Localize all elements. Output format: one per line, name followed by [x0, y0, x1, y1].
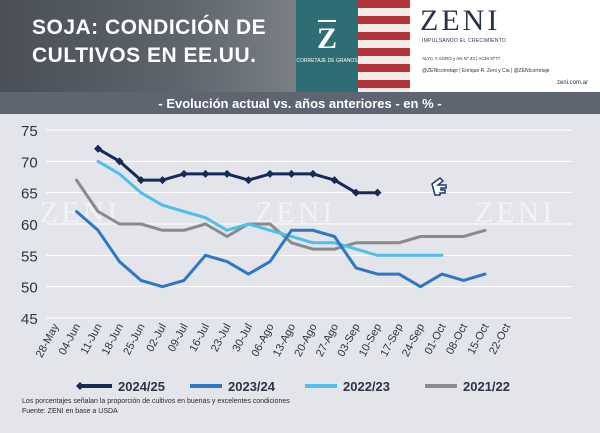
- legend-label: 2021/22: [463, 379, 510, 394]
- chart-title: - Evolución actual vs. años anteriores -…: [158, 96, 442, 111]
- hand-shape: [431, 177, 447, 196]
- y-tick-label: 70: [21, 154, 38, 171]
- brand-panel: ZENI IMPULSANDO EL CRECIMIENTO ALYC Y AG…: [410, 0, 600, 92]
- title-line-2: CULTIVOS EN EE.UU.: [32, 44, 257, 67]
- logo-subtitle: CORRETAJE DE GRANOS: [296, 58, 358, 64]
- brand-tagline: IMPULSANDO EL CRECIMIENTO: [422, 38, 507, 44]
- data-point-2024-25: [352, 188, 360, 197]
- data-point-2024-25: [201, 169, 210, 178]
- data-point-2024-25: [373, 188, 382, 197]
- pointing-hand-icon: [431, 177, 447, 196]
- y-tick-label: 65: [21, 186, 38, 203]
- data-point-2024-25: [287, 169, 296, 178]
- data-point-2024-25: [94, 144, 102, 153]
- footnote: Los porcentajes señalan la proporción de…: [22, 398, 290, 405]
- flag-image: [358, 0, 410, 92]
- y-tick-label: 75: [21, 123, 38, 140]
- y-tick-label: 50: [21, 280, 38, 297]
- series-line-2022-23: [96, 159, 444, 257]
- logo-bar: [318, 20, 336, 22]
- header: SOJA: CONDICIÓN DE CULTIVOS EN EE.UU. Z …: [0, 0, 600, 92]
- brand-registration: ALYC Y AGRO y AN Nº 33 | ACDI Nº77: [422, 56, 501, 61]
- title-block: SOJA: CONDICIÓN DE CULTIVOS EN EE.UU.: [0, 0, 296, 92]
- subtitle-bar: - Evolución actual vs. años anteriores -…: [0, 92, 600, 114]
- series-line-2023-24: [75, 210, 487, 289]
- plot-background: [0, 114, 600, 433]
- data-point-2024-25: [330, 176, 339, 185]
- y-tick-label: 55: [21, 248, 38, 265]
- series-line-2024-25: [96, 147, 379, 195]
- data-point-2024-25: [137, 176, 145, 185]
- data-point-2024-25: [309, 169, 317, 178]
- brand-name: ZENI: [420, 4, 501, 37]
- data-point-2024-25: [180, 169, 188, 178]
- x-tick-label: 22-Oct: [487, 322, 513, 357]
- brand-website: zeni.com.ar: [556, 80, 588, 86]
- logo-letter: Z: [316, 22, 337, 55]
- data-point-2024-25: [158, 176, 167, 185]
- legend-marker: [76, 382, 84, 390]
- source-note: Fuente: ZENI en base a USDA: [22, 408, 118, 415]
- data-point-2024-25: [115, 157, 124, 166]
- data-point-2024-25: [266, 169, 274, 178]
- y-tick-label: 60: [21, 217, 38, 234]
- x-tick-label: 28-May: [34, 321, 62, 359]
- zeni-logo-badge: Z CORRETAJE DE GRANOS: [296, 0, 358, 92]
- brand-social: @ZENIcorretaje | Enrique R. Zeni y Cia |…: [422, 68, 550, 74]
- legend-label: 2022/23: [343, 379, 390, 394]
- data-point-2024-25: [244, 176, 253, 185]
- data-point-2024-25: [223, 169, 231, 178]
- title-line-1: SOJA: CONDICIÓN DE: [32, 16, 267, 39]
- legend-label: 2024/25: [118, 379, 165, 394]
- y-tick-label: 45: [21, 311, 38, 328]
- legend-label: 2023/24: [228, 379, 276, 394]
